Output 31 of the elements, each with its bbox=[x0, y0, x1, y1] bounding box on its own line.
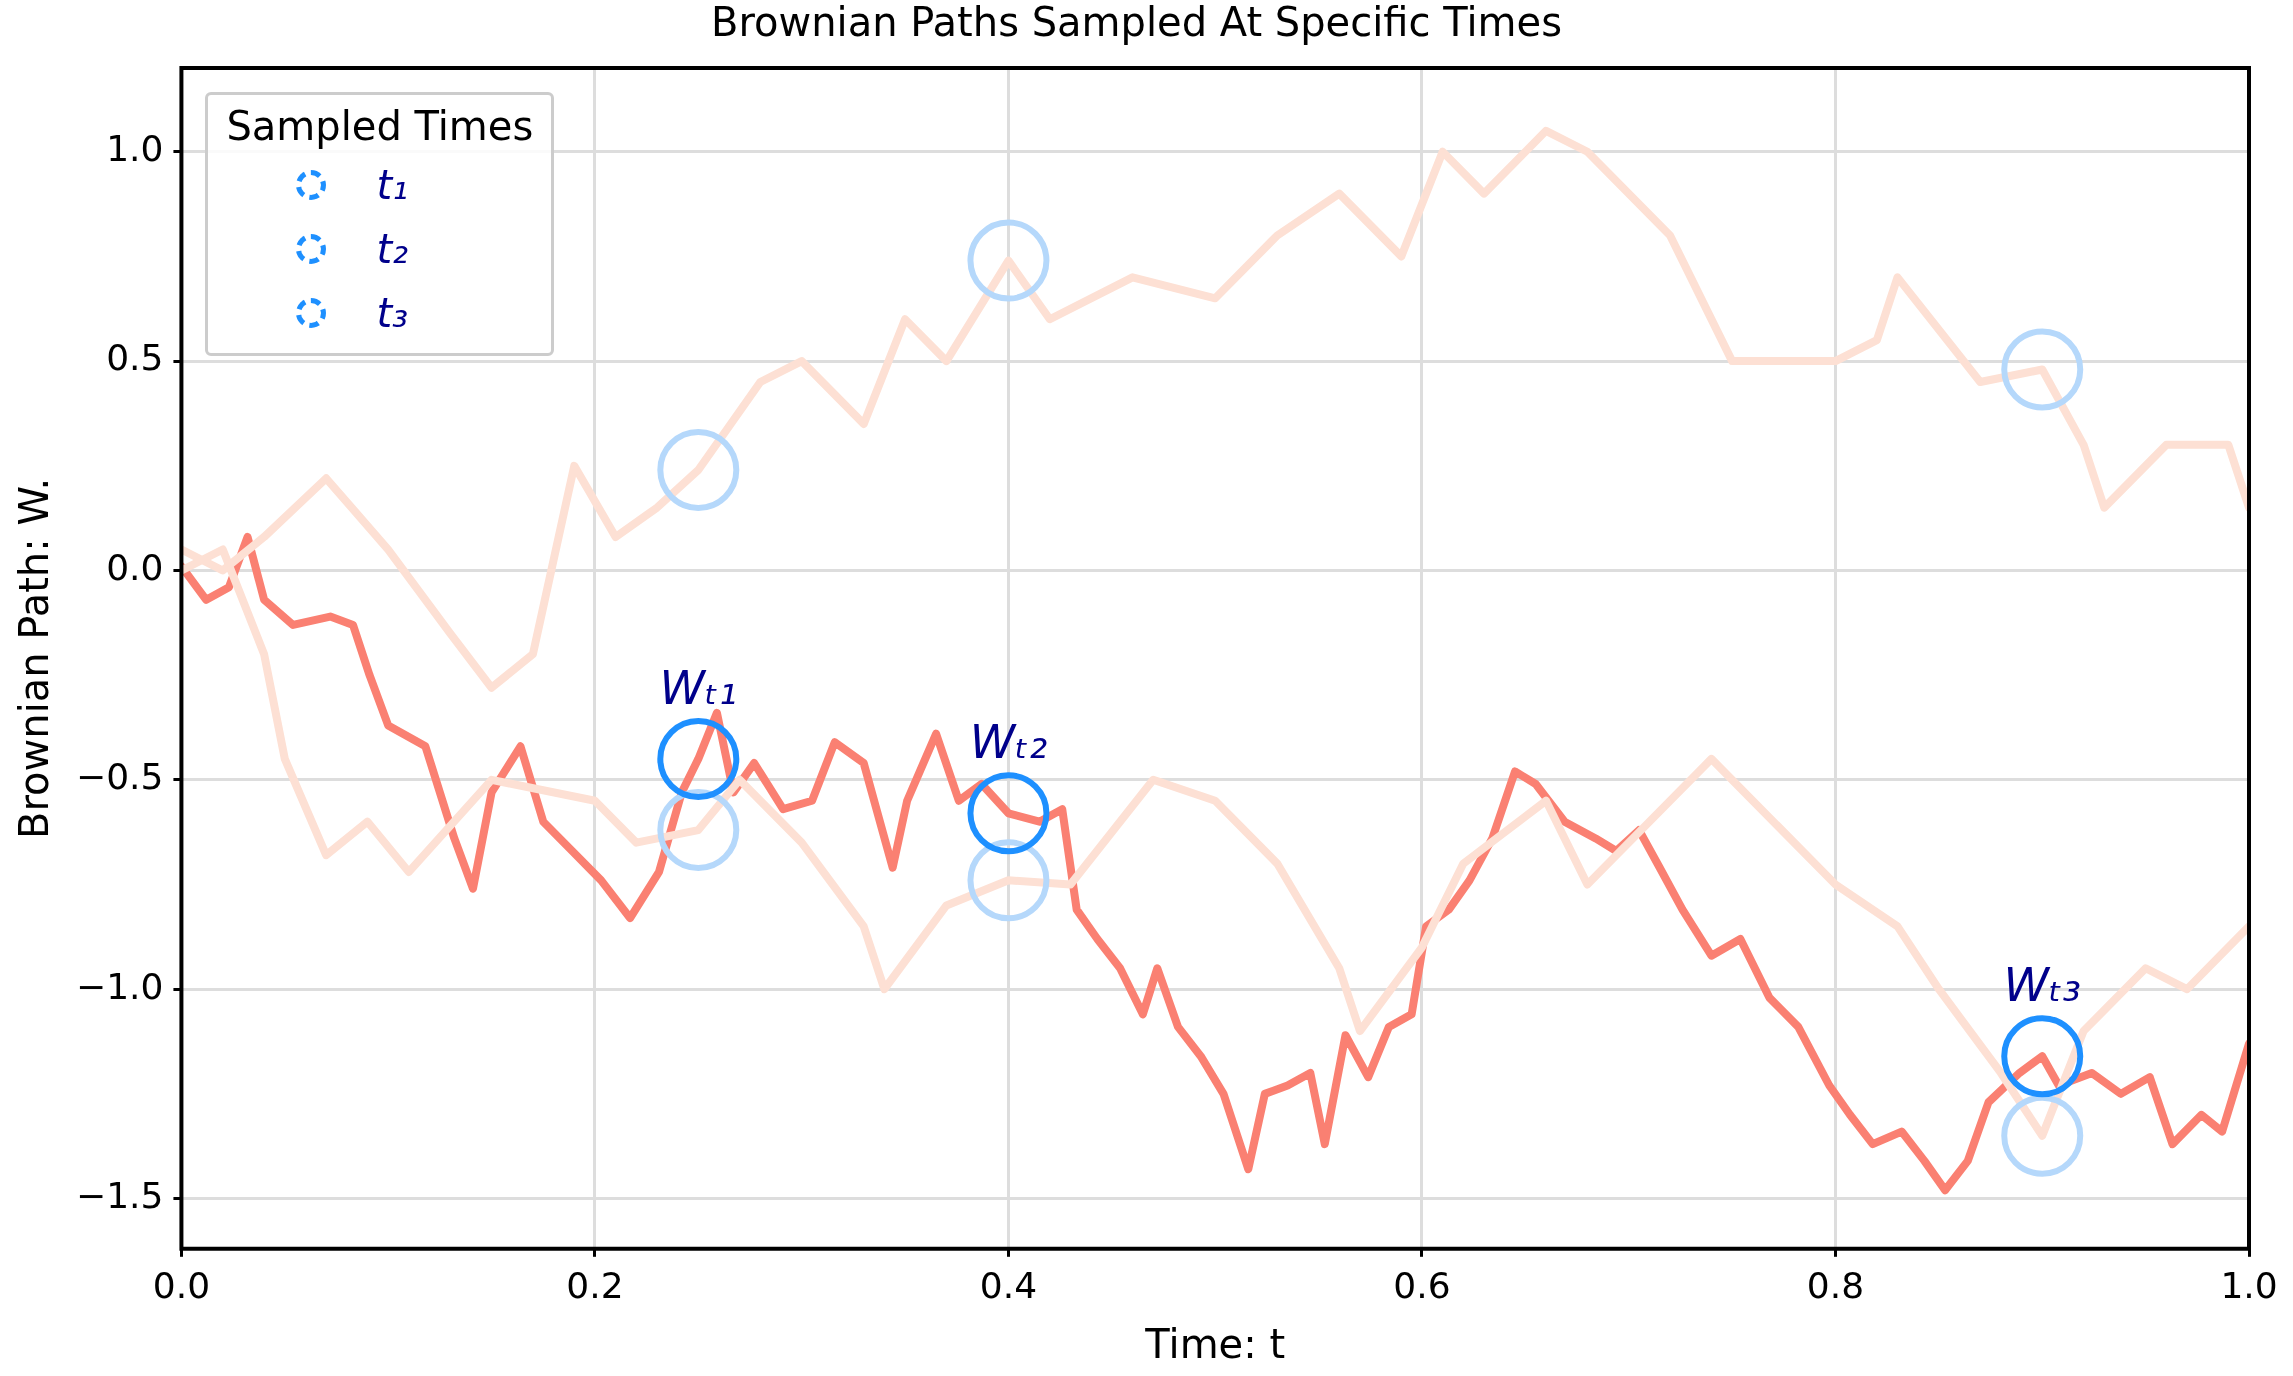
annotation: Wₜ₃ bbox=[2003, 958, 2081, 1013]
chart-title: Brownian Paths Sampled At Specific Times bbox=[711, 0, 1562, 46]
legend-label: t₁ bbox=[376, 162, 409, 208]
point bbox=[657, 789, 740, 872]
point bbox=[2001, 1015, 2084, 1098]
annotation: Wₜ₁ bbox=[659, 660, 738, 715]
y-tick-label: −0.5 bbox=[75, 756, 164, 798]
x-tick-label: 0.2 bbox=[566, 1264, 624, 1306]
x-tick-label: 1.0 bbox=[2220, 1264, 2278, 1306]
x-axis-title: Time: t bbox=[1144, 1321, 1286, 1368]
y-tick-label: 0.0 bbox=[106, 546, 164, 588]
y-tick-label: −1.5 bbox=[75, 1174, 164, 1216]
legend-label: t₃ bbox=[376, 290, 409, 336]
legend-title: Sampled Times bbox=[226, 103, 534, 149]
point bbox=[2001, 1094, 2084, 1177]
y-tick-label: −1.0 bbox=[75, 965, 164, 1007]
x-tick-label: 0.0 bbox=[152, 1264, 211, 1306]
point bbox=[967, 772, 1050, 855]
point bbox=[657, 428, 740, 511]
point bbox=[657, 717, 740, 800]
point bbox=[2001, 328, 2084, 411]
y-tick-label: 1.0 bbox=[106, 128, 164, 170]
point bbox=[967, 839, 1050, 922]
y-axis-title: Brownian Path: W. bbox=[11, 477, 58, 839]
point bbox=[967, 219, 1050, 302]
x-tick-label: 0.8 bbox=[1806, 1264, 1865, 1306]
annotation: Wₜ₂ bbox=[969, 715, 1048, 770]
x-tick-label: 0.4 bbox=[979, 1264, 1038, 1306]
legend-label: t₂ bbox=[376, 226, 409, 272]
x-tick-label: 0.6 bbox=[1393, 1264, 1451, 1306]
y-tick-label: 0.5 bbox=[106, 337, 164, 379]
